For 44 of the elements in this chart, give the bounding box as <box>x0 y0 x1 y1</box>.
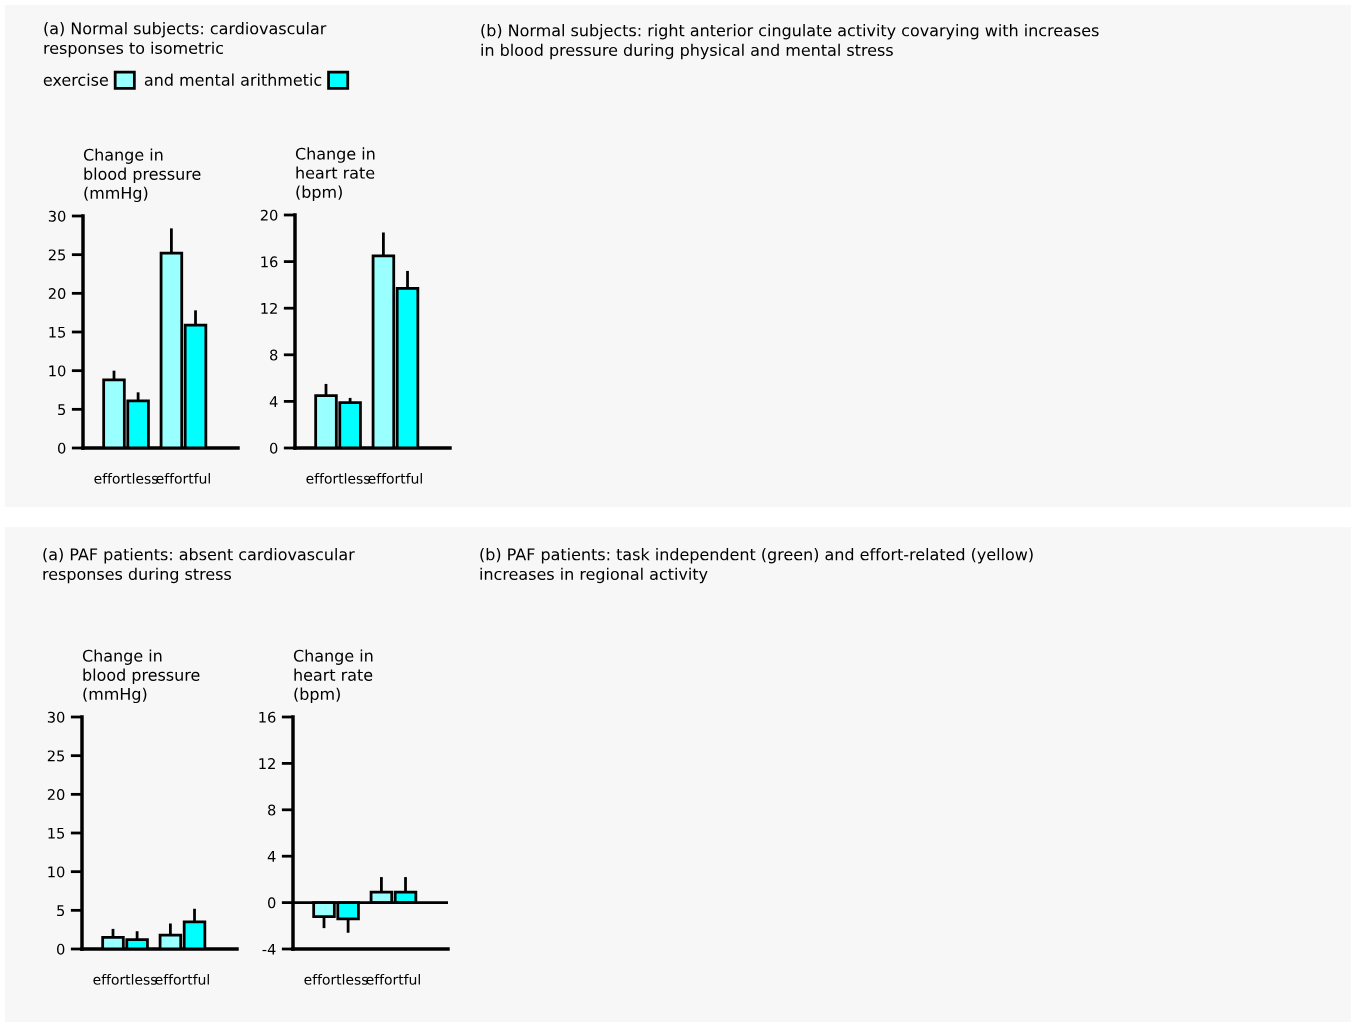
y-tick-label: 5 <box>58 404 66 416</box>
y-tick-label: 0 <box>268 897 276 909</box>
chart-title: (a) PAF patients: absent cardiovascular responses during stress <box>43 548 355 584</box>
y-tick-label: 20 <box>47 789 65 801</box>
y-tick-label: 12 <box>259 758 275 769</box>
y-tick-label: 5 <box>57 905 65 917</box>
y-tick-label: 15 <box>49 326 66 338</box>
x-tick-label: effortful <box>368 473 422 484</box>
y-tick-label: 16 <box>259 711 276 723</box>
x-tick-label: effortless <box>306 473 370 484</box>
y-tick-label: 0 <box>270 442 278 454</box>
y-axis-title: Change in heart rate (bpm) <box>293 649 373 704</box>
legend-label: exercise <box>43 73 108 86</box>
y-tick-label: 4 <box>269 396 278 407</box>
text: (b) Normal subjects: right anterior cingulate activity covarying with increases in blood pressure during physical and mental stress <box>481 24 1099 60</box>
legend-label: and mental arithmetic <box>144 73 322 86</box>
y-tick-label: 20 <box>48 288 66 300</box>
chart-title: (a) Normal subjects: cardiovascular responses to isometric <box>44 22 327 58</box>
y-tick-label: 30 <box>47 711 65 723</box>
y-tick-label: 25 <box>48 249 66 261</box>
x-tick-label: effortful <box>366 974 420 985</box>
y-axis-title: Change in heart rate (bpm) <box>295 147 375 202</box>
y-tick-label: 10 <box>49 365 66 377</box>
x-tick-label: effortful <box>156 473 210 484</box>
y-tick-label: 4 <box>267 851 276 862</box>
text: (b) PAF patients: task independent (green) and effort-related (yellow) increases in regional activity <box>480 548 1033 584</box>
y-tick-label: 10 <box>48 866 65 878</box>
y-tick-label: 8 <box>268 804 276 816</box>
y-tick-label: 20 <box>260 209 278 221</box>
y-tick-label: 0 <box>57 943 65 955</box>
y-tick-label: 25 <box>47 750 65 762</box>
y-tick-label: 16 <box>261 256 278 268</box>
y-tick-label: 12 <box>261 302 277 314</box>
x-tick-label: effortful <box>155 974 209 985</box>
x-tick-label: effortless <box>93 974 157 985</box>
y-tick-label: 8 <box>270 349 278 361</box>
y-axis-title: Change in blood pressure (mmHg) <box>83 148 201 203</box>
y-axis-title: Change in blood pressure (mmHg) <box>82 649 200 704</box>
y-tick-label: -4 <box>262 943 276 955</box>
y-tick-label: 15 <box>48 827 65 839</box>
y-tick-label: 30 <box>48 210 66 222</box>
x-tick-label: effortless <box>94 473 158 484</box>
x-tick-label: effortless <box>304 974 368 985</box>
y-tick-label: 0 <box>58 442 66 454</box>
